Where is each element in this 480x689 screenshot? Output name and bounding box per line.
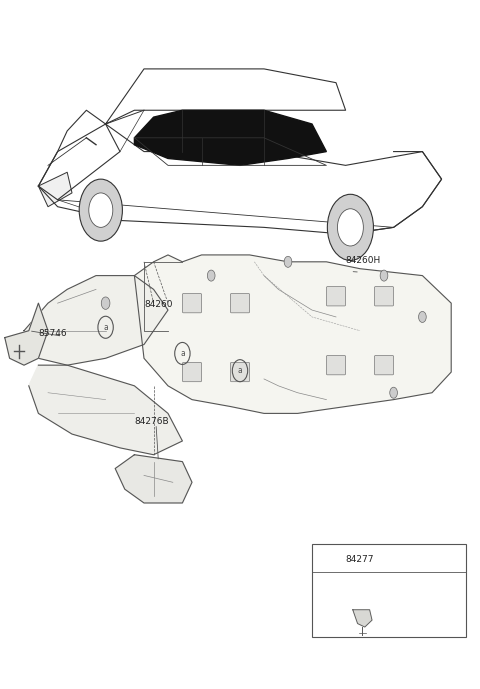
Text: 85746: 85746 xyxy=(38,329,67,338)
Polygon shape xyxy=(29,365,182,455)
FancyBboxPatch shape xyxy=(230,294,250,313)
Circle shape xyxy=(101,297,110,309)
Text: a: a xyxy=(180,349,185,358)
Text: 84276B: 84276B xyxy=(134,417,169,426)
Polygon shape xyxy=(38,172,72,207)
FancyBboxPatch shape xyxy=(326,287,346,306)
Text: 84260: 84260 xyxy=(144,300,172,309)
Polygon shape xyxy=(5,303,48,365)
Polygon shape xyxy=(134,110,326,165)
FancyBboxPatch shape xyxy=(374,356,394,375)
Text: a: a xyxy=(103,322,108,332)
Polygon shape xyxy=(353,610,372,627)
FancyBboxPatch shape xyxy=(182,362,202,382)
Circle shape xyxy=(207,270,215,281)
Text: a: a xyxy=(238,366,242,376)
FancyBboxPatch shape xyxy=(182,294,202,313)
Text: 84260H: 84260H xyxy=(346,256,381,265)
Polygon shape xyxy=(24,276,168,365)
Circle shape xyxy=(390,387,397,398)
Circle shape xyxy=(419,311,426,322)
Polygon shape xyxy=(115,455,192,503)
Circle shape xyxy=(380,270,388,281)
Circle shape xyxy=(327,194,373,260)
Circle shape xyxy=(89,193,113,227)
Circle shape xyxy=(337,209,363,246)
Text: a: a xyxy=(326,555,331,564)
Circle shape xyxy=(79,179,122,241)
FancyBboxPatch shape xyxy=(230,362,250,382)
Polygon shape xyxy=(38,124,120,200)
Text: 84277: 84277 xyxy=(346,555,374,564)
FancyBboxPatch shape xyxy=(326,356,346,375)
Circle shape xyxy=(284,256,292,267)
FancyBboxPatch shape xyxy=(312,544,466,637)
Polygon shape xyxy=(134,255,451,413)
FancyBboxPatch shape xyxy=(374,287,394,306)
